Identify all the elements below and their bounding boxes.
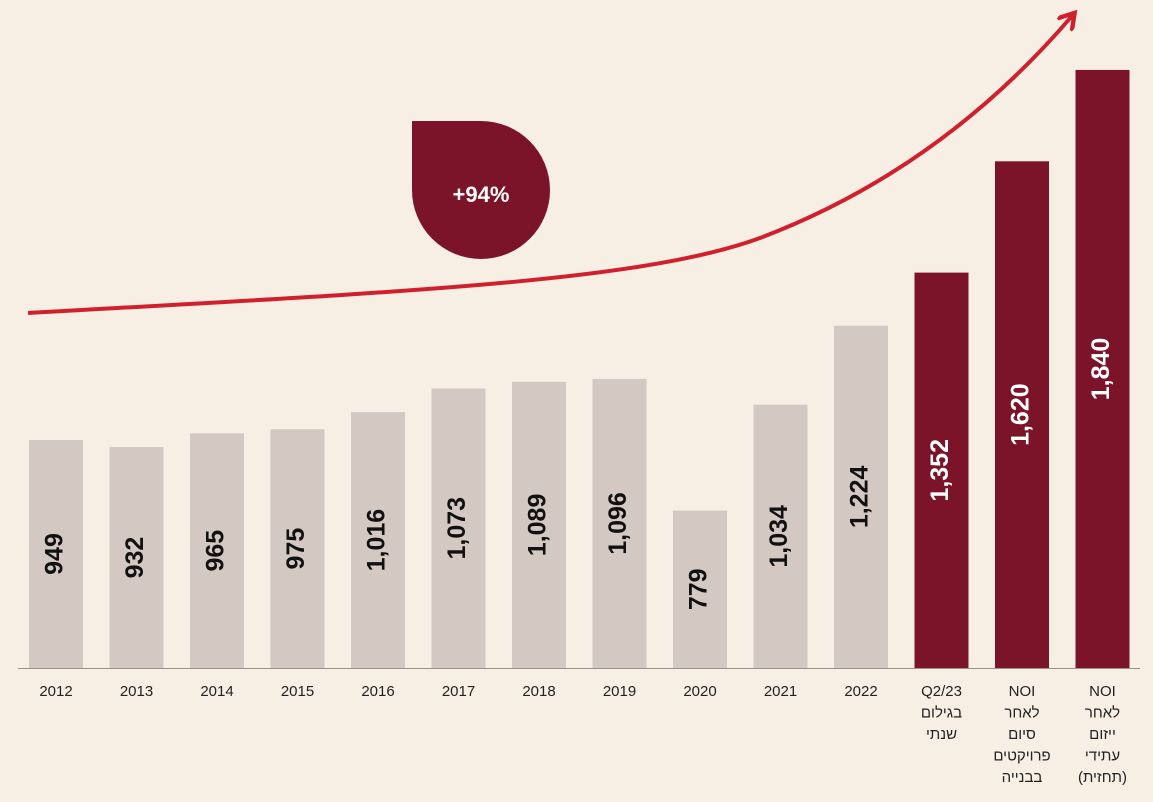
badge [412,121,550,259]
x-tick-label: 2017 [442,683,475,700]
annotation: +94% [453,182,510,207]
value-label: 1,224 [846,466,874,529]
value-label: 965 [202,530,230,572]
x-tick-label: פרויקטים [993,747,1050,764]
x-tick-label: סיום [1008,726,1036,743]
value-label: 932 [121,537,149,579]
value-label: 1,016 [363,509,391,572]
value-label: 1,096 [604,492,632,555]
value-label: 1,073 [443,497,471,560]
x-tick-label: בגילום [921,704,962,721]
x-tick-label: 2016 [361,683,394,700]
bar [914,272,969,668]
x-tick-label: 2014 [200,683,233,700]
x-tick-label: 2012 [39,683,72,700]
bar [190,433,244,668]
x-tick-label: 2015 [281,683,314,700]
x-tick-label: 2022 [844,683,877,700]
bar [109,447,164,668]
value-label: 975 [282,528,310,570]
x-tick-label: NOI [1009,683,1036,700]
value-label: 1,352 [926,439,954,502]
value-label: 1,034 [765,505,793,568]
value-label: 949 [41,533,69,575]
x-tick-label: בבנייה [1002,769,1043,786]
x-tick-label: NOI [1089,683,1116,700]
value-label: 1,620 [1007,383,1035,446]
trend-arrow [27,16,1072,315]
bar [592,378,647,668]
x-tick-label: 2019 [603,683,636,700]
x-tick-label: 2021 [764,683,797,700]
bar [1075,69,1130,669]
x-tick-label: עתידי [1085,747,1120,764]
bar [512,381,566,668]
x-tick-label: לאחר [1004,704,1039,721]
bar [834,325,888,668]
bar [673,510,727,668]
bar [351,412,405,668]
bar [29,439,83,668]
x-tick-label: (תחזית) [1078,769,1127,786]
bar [753,404,808,668]
bar [431,388,486,668]
x-tick-label: 2018 [522,683,555,700]
x-tick-label: 2013 [120,683,153,700]
x-tick-label: שנתי [926,726,957,743]
x-tick-label: Q2/23 [921,683,962,700]
x-tick-label: 2020 [683,683,716,700]
value-label: 1,089 [524,494,552,557]
bar [995,161,1049,668]
x-tick-label: ייזום [1089,726,1116,743]
bar [270,429,325,668]
value-label: 779 [685,568,713,610]
x-tick-label: לאחר [1085,704,1120,721]
value-label: 1,840 [1087,338,1115,401]
